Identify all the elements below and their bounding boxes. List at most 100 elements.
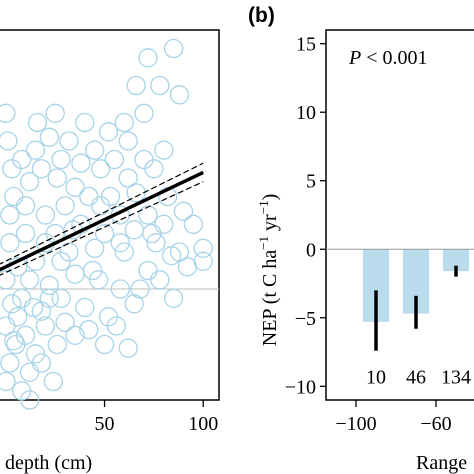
panel-a-plot-frame xyxy=(0,29,220,401)
scatter-point xyxy=(27,112,48,133)
sample-size-label: 134 xyxy=(441,367,471,389)
scatter-point xyxy=(75,297,95,318)
panel-b-plot-frame xyxy=(325,29,474,401)
scatter-point xyxy=(51,149,71,170)
scatter-point xyxy=(88,270,109,290)
scatter-point xyxy=(173,201,194,221)
scatter-point xyxy=(79,186,99,207)
bars xyxy=(326,248,474,351)
scatter-point xyxy=(71,153,91,173)
scatter-point xyxy=(138,260,158,281)
scatter-point xyxy=(65,325,85,345)
scatter-point xyxy=(114,242,134,262)
scatter-point xyxy=(25,140,46,160)
regression-line xyxy=(0,170,204,272)
scatter-point xyxy=(25,344,46,364)
y-tick-label: 0 xyxy=(306,239,316,261)
scatter-point xyxy=(0,233,20,253)
scatter-point xyxy=(98,122,119,142)
scatter-point xyxy=(90,159,111,179)
scatter-point xyxy=(130,279,150,299)
scatter-point xyxy=(0,131,18,151)
panel-a-x-axis-title: depth (cm) xyxy=(5,452,92,474)
scatter-point xyxy=(146,233,166,253)
scatter-point xyxy=(193,238,213,258)
scatter-point xyxy=(114,112,134,133)
scatter-point xyxy=(106,316,127,336)
panel-b-label: (b) xyxy=(248,4,275,27)
scatter-point xyxy=(138,205,158,225)
scatter-point xyxy=(15,196,36,216)
scatter-point xyxy=(118,338,138,358)
scatter-point xyxy=(31,159,52,179)
scatter-point xyxy=(150,75,170,96)
scatter-point xyxy=(83,260,103,281)
sample-size-label: 10 xyxy=(366,367,386,389)
scatter-point xyxy=(144,159,164,179)
scatter-point xyxy=(19,270,40,290)
scatter-point xyxy=(55,312,75,332)
panel-b-bar: (b) P < 0.001 15 10 5 0 −5 −10 10 46 134 −100 −6… xyxy=(248,4,474,474)
scatter-point xyxy=(163,38,184,59)
x-tick-label: 50 xyxy=(95,413,115,435)
scatter-point xyxy=(35,316,56,336)
scatter-point xyxy=(8,307,28,327)
scatter-point xyxy=(134,149,154,170)
y-tick-label: −5 xyxy=(295,308,316,330)
scatter-point xyxy=(163,288,184,308)
scatter-point xyxy=(0,353,20,373)
scatter-point xyxy=(15,223,36,244)
scatter-point xyxy=(19,362,40,382)
scatter-point xyxy=(47,168,67,188)
panel-a-scatter: 50 100 depth (cm) xyxy=(0,29,220,474)
scatter-point xyxy=(126,183,146,203)
scatter-point xyxy=(0,270,16,290)
scatter-point xyxy=(154,214,174,234)
scatter-point xyxy=(110,233,130,253)
panel-b-y-axis-title: NEP (t C ha−1 yr−1) xyxy=(256,194,281,347)
scatter-point xyxy=(12,149,32,170)
x-tick-label: −100 xyxy=(335,413,376,435)
p-value-annotation: P < 0.001 xyxy=(348,47,428,69)
scatter-point xyxy=(161,246,182,266)
scatter-point xyxy=(118,131,138,151)
scatter-point xyxy=(104,149,125,170)
scatter-point xyxy=(39,288,59,308)
scatter-point xyxy=(79,320,99,340)
confidence-band-upper xyxy=(0,162,204,265)
scatter-point xyxy=(65,177,85,197)
scatter-point xyxy=(23,297,44,318)
scatter-point xyxy=(94,334,115,355)
scatter-point xyxy=(85,140,105,160)
scatter-point xyxy=(0,103,16,123)
scatter-point xyxy=(51,251,71,271)
scatter-point xyxy=(183,214,203,234)
scatter-point xyxy=(134,103,154,123)
scatter-point xyxy=(39,275,59,295)
scatter-point xyxy=(51,288,71,308)
scatter-point xyxy=(75,112,95,133)
scatter-point xyxy=(15,325,36,345)
panel-b-x-axis-title: Range xyxy=(416,452,467,474)
scatter-point xyxy=(94,223,115,244)
scatter-point xyxy=(4,331,24,351)
scatter-point xyxy=(19,390,40,410)
panel-b-x-axis: −100 −60 xyxy=(335,400,452,435)
scatter-point xyxy=(177,257,198,277)
scatter-point xyxy=(2,294,22,314)
panel-a-x-axis: 50 100 xyxy=(95,400,218,435)
scatter-point xyxy=(124,220,144,240)
y-tick-label: 10 xyxy=(296,102,316,124)
scatter-point xyxy=(2,159,22,179)
scatter-point xyxy=(59,131,79,151)
scatter-point xyxy=(100,186,121,207)
scatter-point xyxy=(31,353,52,373)
scatter-point xyxy=(47,334,67,355)
regression-fit xyxy=(0,162,204,276)
scatter-point xyxy=(0,371,16,392)
scatter-point xyxy=(19,172,40,192)
bar xyxy=(443,249,469,272)
x-tick-label: 100 xyxy=(188,413,218,435)
confidence-band-lower xyxy=(0,181,204,276)
